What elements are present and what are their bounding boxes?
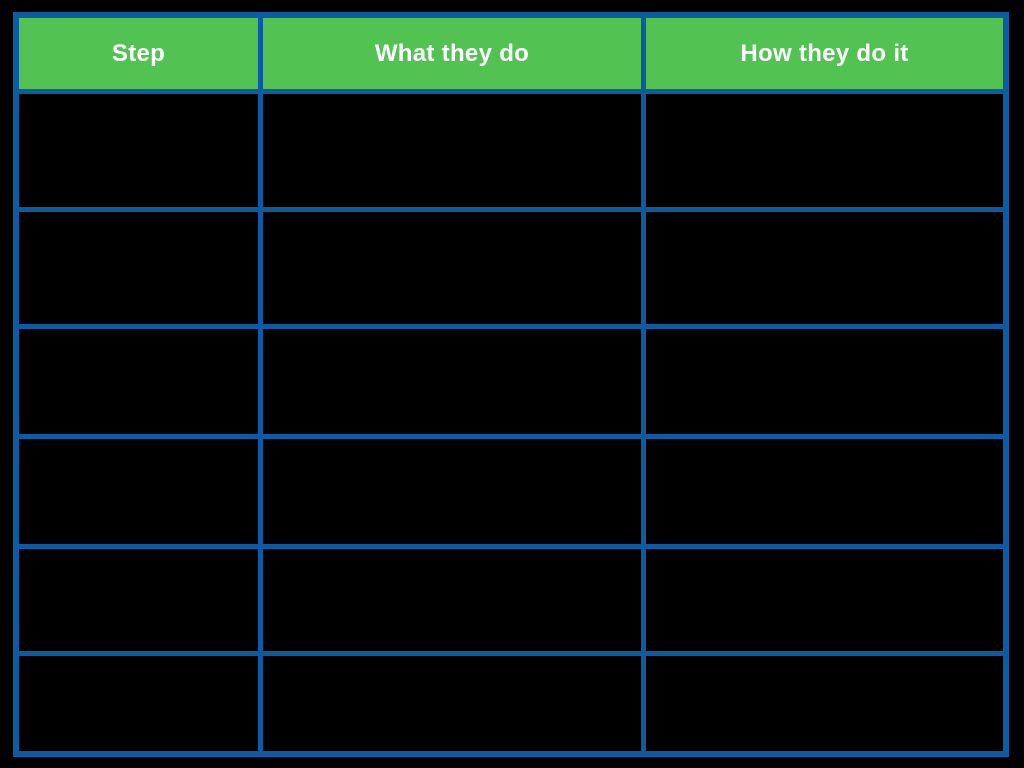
column-header-step: Step [19,18,258,89]
table-cell [263,212,641,324]
table-cell [646,212,1003,324]
table-cell [19,212,258,324]
table-cell [646,439,1003,544]
table-cell [19,439,258,544]
table-cell [646,94,1003,207]
table-cell [263,549,641,651]
table-cell [263,329,641,434]
table-cell [263,94,641,207]
table-cell [263,656,641,751]
table-cell [19,656,258,751]
column-header-how-they-do-it: How they do it [646,18,1003,89]
table-cell [646,656,1003,751]
table-cell [19,549,258,651]
table-cell [646,329,1003,434]
table-cell [646,549,1003,651]
steps-table: Step What they do How they do it [13,12,1009,757]
table-cell [19,329,258,434]
table-cell [263,439,641,544]
table-cell [19,94,258,207]
column-header-what-they-do: What they do [263,18,641,89]
